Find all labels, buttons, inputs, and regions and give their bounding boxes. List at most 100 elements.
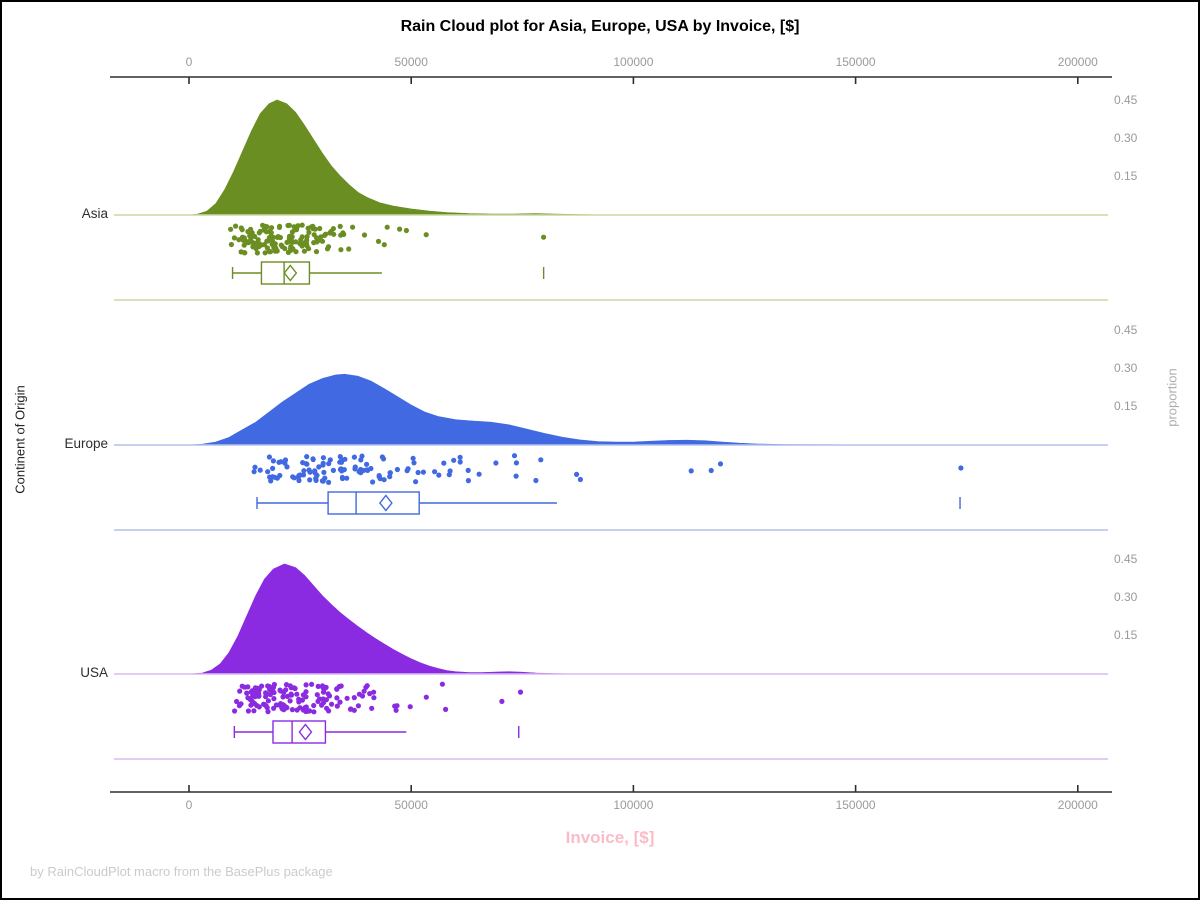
rain-dot (270, 465, 276, 471)
rain-dot (337, 223, 343, 229)
rain-dot (301, 248, 307, 254)
category-label-asia: Asia (81, 206, 108, 221)
rain-dot (284, 693, 290, 700)
rain-dot (384, 224, 390, 230)
box-plot-europe (256, 491, 961, 515)
rain-dot (415, 469, 421, 476)
rain-dot (282, 245, 288, 252)
rain-dot (233, 223, 239, 229)
rain-dot (361, 232, 368, 238)
rain-dot (350, 224, 356, 230)
rain-dot (381, 242, 387, 248)
rain-dot (267, 249, 274, 255)
rain-dot (238, 225, 244, 231)
rain-dot (265, 469, 271, 475)
rain-dot (317, 225, 323, 232)
rain-dot (262, 250, 268, 256)
rain-dot (338, 247, 344, 253)
rain-dot (267, 474, 273, 480)
rain-dot (457, 454, 463, 460)
rain-dot (270, 686, 276, 692)
rain-dot (393, 707, 399, 713)
bottom-axis-tick-label: 100000 (613, 798, 654, 812)
rain-dot (241, 235, 247, 241)
box-plot-usa (233, 720, 520, 744)
rain-dot (291, 475, 297, 481)
rain-dot (274, 475, 280, 481)
rain-dot (245, 708, 251, 714)
rain-dot (493, 460, 499, 466)
rain-dot (338, 232, 344, 238)
rain-dot (371, 689, 377, 695)
rain-dot (307, 469, 313, 475)
rain-dot (282, 457, 289, 463)
rain-dot (231, 235, 237, 241)
top-axis-tick-label: 100000 (613, 55, 654, 69)
rain-dot (320, 689, 327, 695)
rain-dot (351, 695, 357, 701)
rain-dot (284, 239, 290, 245)
rain-dot (379, 454, 385, 460)
rain-dot (367, 691, 373, 697)
rain-dot (304, 461, 310, 467)
rain-dot (252, 464, 258, 470)
rain-dot (261, 227, 267, 233)
rain-dot (309, 681, 315, 687)
rain-dot (311, 709, 317, 715)
rain-dot (288, 691, 294, 697)
rain-dot (228, 226, 234, 232)
rain-dot (318, 234, 324, 240)
rain-dot (300, 707, 306, 713)
rain-outlier-dot (717, 461, 724, 467)
rain-dot (234, 698, 240, 705)
rain-dot (312, 468, 318, 474)
rain-dot (248, 702, 254, 708)
rain-dot (411, 460, 417, 466)
rain-dot (338, 683, 344, 689)
rain-dot (339, 475, 346, 482)
rain-dot (326, 693, 333, 699)
rain-dot (291, 685, 297, 691)
proportion-tick-label: 0.45 (1114, 93, 1138, 108)
rain-dot (313, 475, 319, 481)
rain-dot (342, 456, 348, 462)
rain-dot (266, 454, 272, 460)
iqr-box (327, 491, 420, 515)
rain-dot (273, 702, 279, 708)
attribution-footer: by RainCloudPlot macro from the BasePlus… (30, 864, 333, 879)
rain-dot (577, 476, 584, 483)
rain-dot (310, 223, 316, 229)
rain-dot (407, 704, 413, 710)
rain-dot (423, 694, 429, 700)
rain-points-asia (228, 222, 547, 256)
rain-dot (447, 468, 453, 474)
rain-dot (320, 460, 326, 466)
rain-dot (242, 250, 248, 256)
rain-dot (364, 461, 370, 467)
rain-dot (355, 703, 361, 709)
rain-dot (283, 682, 290, 688)
axes (110, 76, 1112, 793)
rain-dot (269, 241, 275, 247)
rain-dot (270, 458, 276, 464)
rain-dot (265, 238, 271, 244)
rain-dot (288, 244, 294, 250)
rain-dot (311, 702, 317, 709)
top-axis-tick-label: 0 (185, 55, 193, 69)
bottom-axis-tick-label: 200000 (1057, 798, 1098, 812)
rain-dot (319, 478, 325, 484)
rain-points-europe (251, 453, 964, 485)
rain-dot (441, 460, 447, 466)
rain-dot (232, 708, 238, 714)
rain-dot (287, 698, 293, 704)
rain-dot (320, 696, 326, 702)
rain-dot (239, 683, 245, 689)
rain-dot (329, 701, 335, 707)
rain-dot (327, 230, 333, 236)
rain-dot (251, 708, 257, 714)
rain-dot (513, 460, 519, 466)
mean-diamond (283, 264, 298, 282)
rain-dot (241, 242, 247, 248)
rain-dot (392, 703, 398, 709)
